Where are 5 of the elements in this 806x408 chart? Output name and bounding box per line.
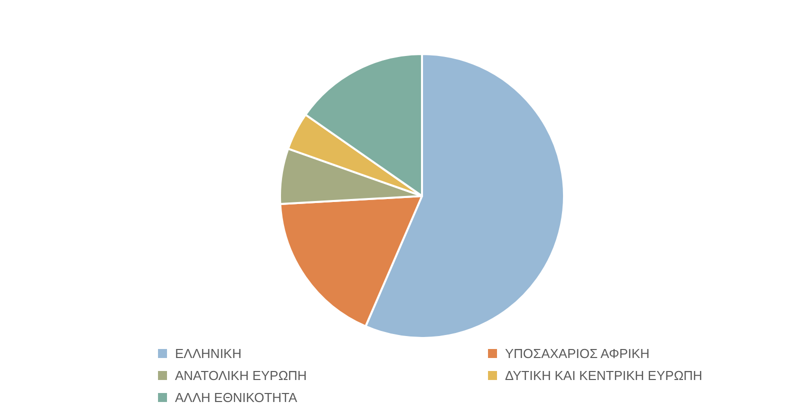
legend-label: ΥΠΟΣΑΧΑΡΙΟΣ ΑΦΡΙΚΗ <box>505 346 650 361</box>
legend-label: ΔΥΤΙΚΗ ΚΑΙ ΚΕΝΤΡΙΚΗ ΕΥΡΩΠΗ <box>505 368 702 383</box>
legend-label: ΑΝΑΤΟΛΙΚΗ ΕΥΡΩΠΗ <box>175 368 307 383</box>
legend-label: ΕΛΛΗΝΙΚΗ <box>175 346 242 361</box>
legend-label: ΑΛΛΗ ΕΘΝΙΚΟΤΗΤΑ <box>175 390 298 405</box>
